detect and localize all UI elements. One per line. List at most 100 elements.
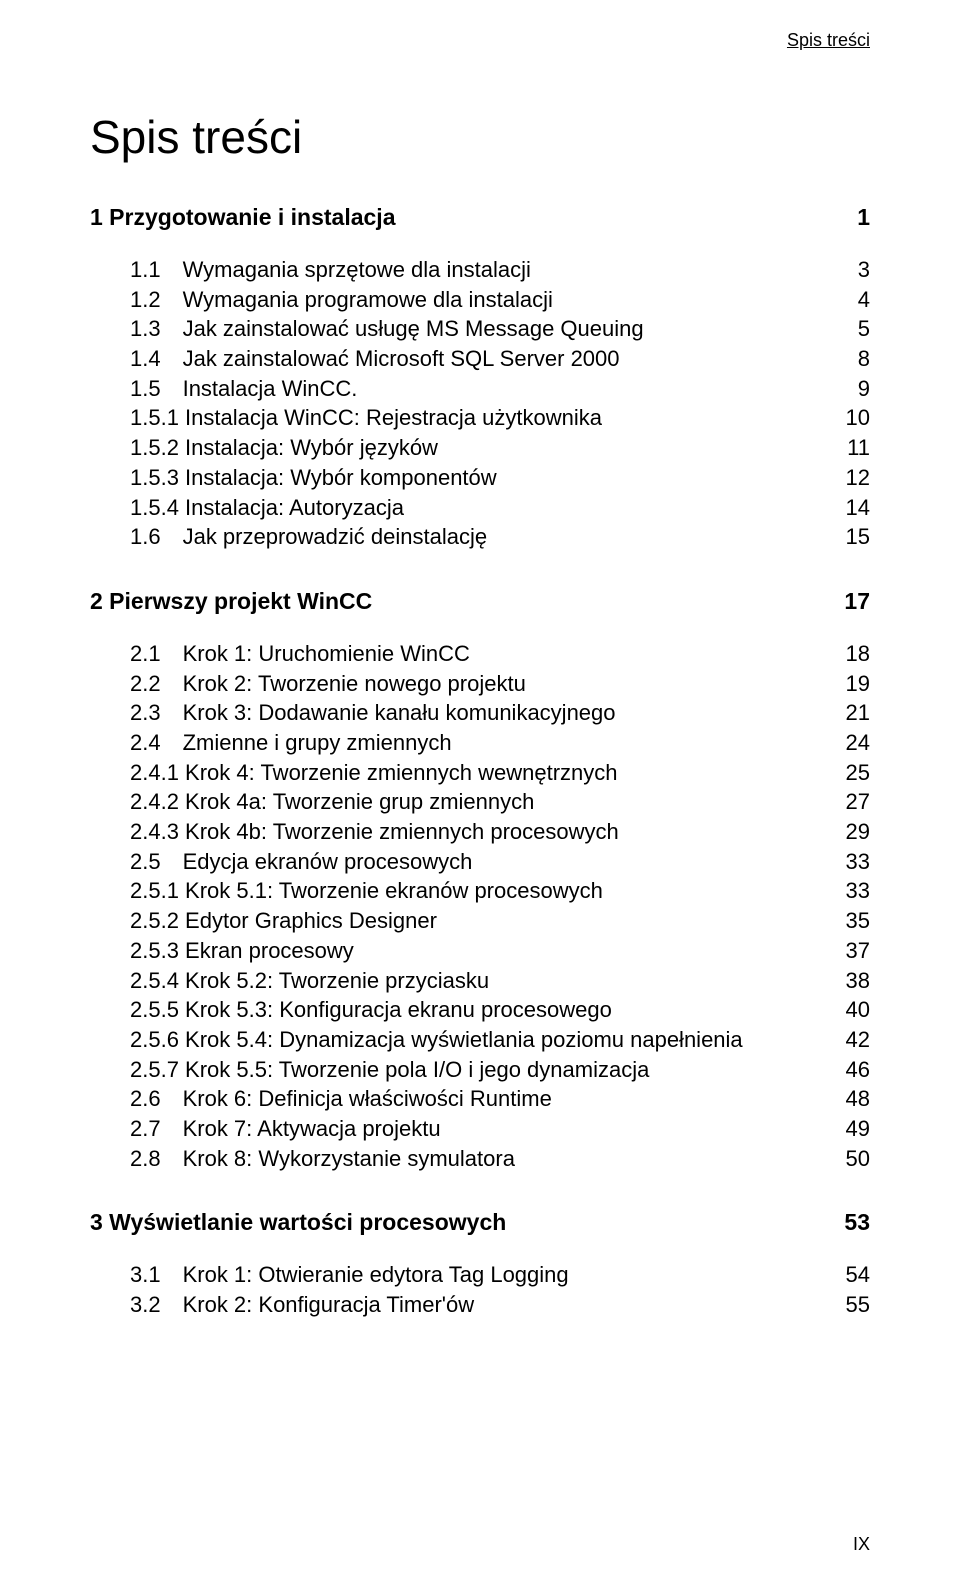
toc-entry: 2.1 Krok 1: Uruchomienie WinCC18 — [90, 639, 870, 669]
toc-entry: 2.6 Krok 6: Definicja właściwości Runtim… — [90, 1084, 870, 1114]
toc-chapter-label: 3 Wyświetlanie wartości procesowych — [90, 1207, 844, 1238]
toc-entry: 1.6 Jak przeprowadzić deinstalację15 — [90, 522, 870, 552]
toc-entry-label: 1.5.1 Instalacja WinCC: Rejestracja użyt… — [90, 403, 846, 433]
toc-entry-page: 46 — [846, 1055, 870, 1085]
toc-entry-page: 37 — [846, 936, 870, 966]
toc-entry: 1.3 Jak zainstalować usługę MS Message Q… — [90, 314, 870, 344]
toc-entry: 1.5 Instalacja WinCC.9 — [90, 374, 870, 404]
toc-entry: 3.1 Krok 1: Otwieranie edytora Tag Loggi… — [90, 1260, 870, 1290]
toc-entry-page: 55 — [846, 1290, 870, 1320]
toc-entry: 2.4.3 Krok 4b: Tworzenie zmiennych proce… — [90, 817, 870, 847]
toc-entry-label: 3.1 Krok 1: Otwieranie edytora Tag Loggi… — [90, 1260, 846, 1290]
toc-entry-page: 42 — [846, 1025, 870, 1055]
toc-entry-page: 4 — [858, 285, 870, 315]
toc-entry-label: 2.8 Krok 8: Wykorzystanie symulatora — [90, 1144, 846, 1174]
toc-entry: 2.5.1 Krok 5.1: Tworzenie ekranów proces… — [90, 876, 870, 906]
page-title: Spis treści — [90, 110, 870, 164]
toc-entry-page: 38 — [846, 966, 870, 996]
toc-entry: 2.5 Edycja ekranów procesowych33 — [90, 847, 870, 877]
toc-entry: 1.5.3 Instalacja: Wybór komponentów12 — [90, 463, 870, 493]
toc-entry: 2.2 Krok 2: Tworzenie nowego projektu19 — [90, 669, 870, 699]
toc-entry: 2.5.7 Krok 5.5: Tworzenie pola I/O i jeg… — [90, 1055, 870, 1085]
toc-entry-page: 27 — [846, 787, 870, 817]
toc-entry-page: 10 — [846, 403, 870, 433]
toc-entry: 3.2 Krok 2: Konfiguracja Timer'ów55 — [90, 1290, 870, 1320]
running-head: Spis treści — [787, 30, 870, 51]
toc-entry-page: 54 — [846, 1260, 870, 1290]
toc-entry: 1.1 Wymagania sprzętowe dla instalacji3 — [90, 255, 870, 285]
toc-entry-page: 25 — [846, 758, 870, 788]
table-of-contents: 1 Przygotowanie i instalacja1 1.1 Wymagan… — [90, 202, 870, 1320]
toc-entry: 2.7 Krok 7: Aktywacja projektu49 — [90, 1114, 870, 1144]
toc-entry-label: 2.5.7 Krok 5.5: Tworzenie pola I/O i jeg… — [90, 1055, 846, 1085]
toc-entry-label: 2.4 Zmienne i grupy zmiennych — [90, 728, 846, 758]
toc-entry-label: 2.6 Krok 6: Definicja właściwości Runtim… — [90, 1084, 846, 1114]
toc-entry: 2.5.3 Ekran procesowy37 — [90, 936, 870, 966]
page-number: IX — [853, 1534, 870, 1555]
toc-entry-label: 1.4 Jak zainstalować Microsoft SQL Serve… — [90, 344, 858, 374]
document-page: Spis treści Spis treści 1 Przygotowanie … — [0, 0, 960, 1583]
toc-entry-page: 29 — [846, 817, 870, 847]
toc-entry: 2.5.5 Krok 5.3: Konfiguracja ekranu proc… — [90, 995, 870, 1025]
toc-chapter: 1 Przygotowanie i instalacja1 — [90, 202, 870, 233]
toc-entry-label: 2.4.1 Krok 4: Tworzenie zmiennych wewnęt… — [90, 758, 846, 788]
toc-entry-page: 40 — [846, 995, 870, 1025]
toc-entry-label: 2.5.1 Krok 5.1: Tworzenie ekranów proces… — [90, 876, 846, 906]
toc-entry: 1.2 Wymagania programowe dla instalacji4 — [90, 285, 870, 315]
toc-entry: 2.5.4 Krok 5.2: Tworzenie przyciasku38 — [90, 966, 870, 996]
toc-entry-page: 21 — [846, 698, 870, 728]
toc-entry-label: 2.5.4 Krok 5.2: Tworzenie przyciasku — [90, 966, 846, 996]
toc-entry: 1.5.4 Instalacja: Autoryzacja14 — [90, 493, 870, 523]
toc-entry-page: 5 — [858, 314, 870, 344]
toc-entry-label: 2.7 Krok 7: Aktywacja projektu — [90, 1114, 846, 1144]
toc-entry: 1.5.1 Instalacja WinCC: Rejestracja użyt… — [90, 403, 870, 433]
toc-entry-page: 50 — [846, 1144, 870, 1174]
toc-chapter: 3 Wyświetlanie wartości procesowych53 — [90, 1207, 870, 1238]
toc-entry-label: 1.5.2 Instalacja: Wybór języków — [90, 433, 847, 463]
toc-entry: 2.3 Krok 3: Dodawanie kanału komunikacyj… — [90, 698, 870, 728]
toc-entry-label: 2.5.2 Edytor Graphics Designer — [90, 906, 846, 936]
toc-entry-label: 1.1 Wymagania sprzętowe dla instalacji — [90, 255, 858, 285]
toc-entry-label: 1.2 Wymagania programowe dla instalacji — [90, 285, 858, 315]
toc-entry-page: 48 — [846, 1084, 870, 1114]
toc-entry-page: 15 — [846, 522, 870, 552]
toc-entry: 2.5.2 Edytor Graphics Designer35 — [90, 906, 870, 936]
toc-entry: 2.4.1 Krok 4: Tworzenie zmiennych wewnęt… — [90, 758, 870, 788]
toc-entry-label: 2.5 Edycja ekranów procesowych — [90, 847, 846, 877]
toc-entry-page: 14 — [846, 493, 870, 523]
toc-entry-label: 1.5.4 Instalacja: Autoryzacja — [90, 493, 846, 523]
toc-entry: 2.4 Zmienne i grupy zmiennych24 — [90, 728, 870, 758]
toc-entry: 2.8 Krok 8: Wykorzystanie symulatora50 — [90, 1144, 870, 1174]
toc-entry-page: 49 — [846, 1114, 870, 1144]
toc-entry-label: 1.6 Jak przeprowadzić deinstalację — [90, 522, 846, 552]
toc-entry: 1.4 Jak zainstalować Microsoft SQL Serve… — [90, 344, 870, 374]
toc-entry-page: 9 — [858, 374, 870, 404]
toc-chapter-page: 1 — [857, 202, 870, 233]
toc-chapter-label: 1 Przygotowanie i instalacja — [90, 202, 857, 233]
toc-chapter-page: 53 — [844, 1207, 870, 1238]
toc-entry-label: 2.1 Krok 1: Uruchomienie WinCC — [90, 639, 846, 669]
toc-entry-page: 33 — [846, 876, 870, 906]
toc-entry-page: 33 — [846, 847, 870, 877]
toc-entry-label: 2.5.5 Krok 5.3: Konfiguracja ekranu proc… — [90, 995, 846, 1025]
toc-entry-label: 2.5.6 Krok 5.4: Dynamizacja wyświetlania… — [90, 1025, 846, 1055]
toc-chapter-label: 2 Pierwszy projekt WinCC — [90, 586, 844, 617]
toc-entry-page: 12 — [846, 463, 870, 493]
toc-chapter-page: 17 — [844, 586, 870, 617]
toc-entry-label: 2.2 Krok 2: Tworzenie nowego projektu — [90, 669, 846, 699]
toc-entry-page: 24 — [846, 728, 870, 758]
toc-entry-label: 1.3 Jak zainstalować usługę MS Message Q… — [90, 314, 858, 344]
toc-entry-page: 8 — [858, 344, 870, 374]
toc-entry-label: 1.5 Instalacja WinCC. — [90, 374, 858, 404]
toc-entry-label: 2.4.2 Krok 4a: Tworzenie grup zmiennych — [90, 787, 846, 817]
toc-entry-page: 35 — [846, 906, 870, 936]
toc-entry-page: 3 — [858, 255, 870, 285]
toc-entry-page: 11 — [847, 433, 870, 463]
toc-entry-label: 1.5.3 Instalacja: Wybór komponentów — [90, 463, 846, 493]
toc-entry-label: 3.2 Krok 2: Konfiguracja Timer'ów — [90, 1290, 846, 1320]
toc-entry-page: 19 — [846, 669, 870, 699]
toc-entry: 1.5.2 Instalacja: Wybór języków11 — [90, 433, 870, 463]
toc-entry: 2.5.6 Krok 5.4: Dynamizacja wyświetlania… — [90, 1025, 870, 1055]
toc-entry-label: 2.5.3 Ekran procesowy — [90, 936, 846, 966]
toc-entry-page: 18 — [846, 639, 870, 669]
